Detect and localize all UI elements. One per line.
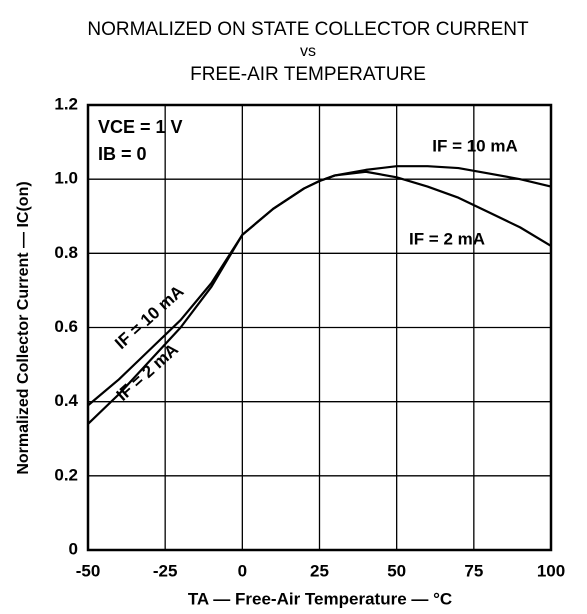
annotation: VCE = 1 V [98, 117, 183, 137]
y-tick-label: 1.0 [54, 169, 78, 188]
series-label: IF = 2 mA [409, 229, 485, 248]
title-line: FREE-AIR TEMPERATURE [190, 64, 426, 85]
x-tick-label: 100 [537, 561, 565, 580]
series-line [87, 170, 552, 425]
y-axis-label: Normalized Collector Current — IC(on) [15, 181, 32, 474]
x-axis-label: TA — Free-Air Temperature — °C [188, 589, 452, 608]
x-tick-label: -25 [153, 561, 178, 580]
title-line: vs [300, 43, 316, 60]
x-tick-label: 25 [310, 561, 329, 580]
title-line: NORMALIZED ON STATE COLLECTOR CURRENT [87, 19, 529, 40]
y-tick-label: 0.8 [54, 243, 78, 262]
y-tick-label: 0.6 [54, 317, 78, 336]
y-tick-label: 0 [69, 539, 78, 558]
x-tick-label: 0 [238, 561, 247, 580]
annotation: IB = 0 [98, 144, 147, 164]
y-tick-label: 1.2 [54, 94, 78, 113]
x-tick-label: 50 [387, 561, 406, 580]
y-tick-label: 0.4 [54, 391, 78, 410]
x-tick-label: -50 [76, 561, 101, 580]
plot-frame [86, 103, 553, 552]
series-label: IF = 10 mA [432, 136, 518, 155]
x-tick-label: 75 [464, 561, 483, 580]
y-tick-label: 0.2 [54, 465, 78, 484]
series-label: IF = 10 mA [111, 282, 187, 353]
